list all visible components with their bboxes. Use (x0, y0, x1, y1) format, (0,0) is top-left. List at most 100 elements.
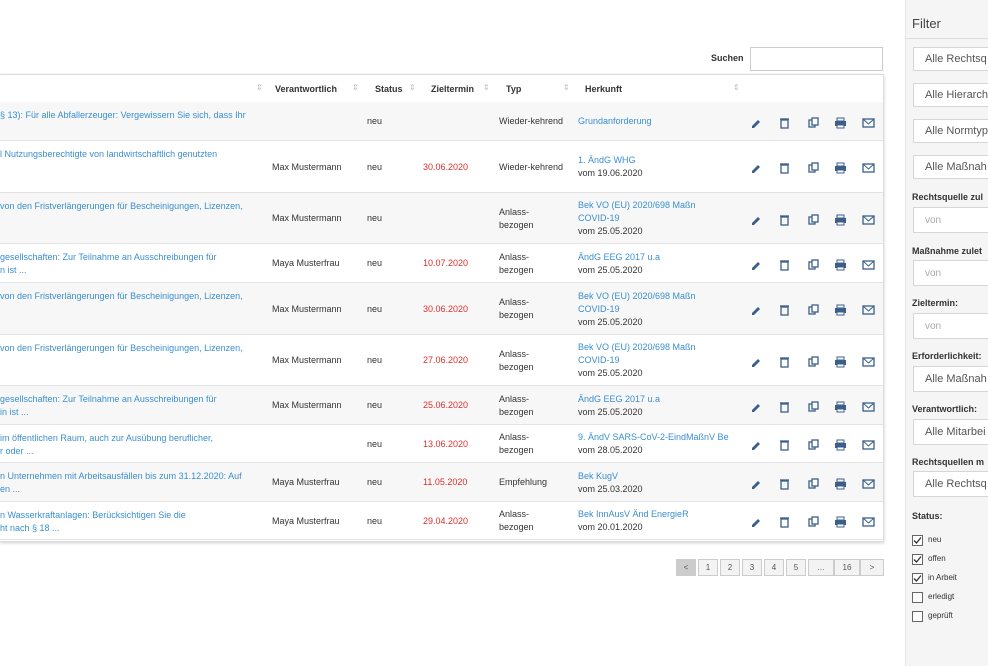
mail-icon[interactable] (862, 258, 875, 271)
print-icon[interactable] (834, 303, 847, 316)
mail-icon[interactable] (862, 400, 875, 413)
edit-icon[interactable] (750, 213, 763, 226)
delete-icon[interactable] (778, 515, 791, 528)
source[interactable]: COVID-19 (578, 213, 620, 223)
copy-icon[interactable] (807, 477, 820, 490)
checkbox[interactable] (912, 573, 923, 584)
filter-select[interactable]: Alle Rechtsq (913, 471, 988, 497)
task-title[interactable]: n ist ... (0, 265, 27, 275)
filter-select[interactable]: Alle Mitarbei (913, 419, 988, 445)
mail-icon[interactable] (862, 355, 875, 368)
edit-icon[interactable] (750, 355, 763, 368)
copy-icon[interactable] (807, 213, 820, 226)
copy-icon[interactable] (807, 400, 820, 413)
copy-icon[interactable] (807, 116, 820, 129)
print-icon[interactable] (834, 258, 847, 271)
edit-icon[interactable] (750, 303, 763, 316)
print-icon[interactable] (834, 515, 847, 528)
mail-icon[interactable] (862, 438, 875, 451)
delete-icon[interactable] (778, 477, 791, 490)
edit-icon[interactable] (750, 515, 763, 528)
print-icon[interactable] (834, 116, 847, 129)
copy-icon[interactable] (807, 438, 820, 451)
task-title[interactable]: gesellschaften: Zur Teilnahme an Ausschr… (0, 252, 217, 262)
print-icon[interactable] (834, 400, 847, 413)
filter-select[interactable]: Alle Maßnah (913, 155, 988, 179)
page-button[interactable]: ... (808, 559, 834, 576)
source[interactable]: 9. ÄndV SARS-CoV-2-EindMaßnV Be (578, 432, 729, 442)
mail-icon[interactable] (862, 213, 875, 226)
page-button[interactable]: 5 (786, 559, 806, 576)
edit-icon[interactable] (750, 477, 763, 490)
delete-icon[interactable] (778, 303, 791, 316)
source[interactable]: ÄndG EEG 2017 u.a (578, 393, 661, 404)
mail-icon[interactable] (862, 161, 875, 174)
task-title[interactable]: gesellschaften: Zur Teilnahme an Ausschr… (0, 394, 217, 404)
copy-icon[interactable] (807, 303, 820, 316)
page-button[interactable]: < (676, 559, 696, 576)
filter-select[interactable]: Alle Maßnah (913, 366, 988, 392)
mail-icon[interactable] (862, 303, 875, 316)
source[interactable]: Grundanforderung (578, 116, 652, 126)
filter-input[interactable]: von (913, 313, 988, 339)
checkbox[interactable] (912, 592, 923, 603)
page-button[interactable]: 1 (698, 559, 718, 576)
source[interactable]: Bek KugV (578, 470, 619, 481)
edit-icon[interactable] (750, 116, 763, 129)
page-button[interactable]: 4 (764, 559, 784, 576)
copy-icon[interactable] (807, 258, 820, 271)
edit-icon[interactable] (750, 400, 763, 413)
task-title[interactable]: von den Fristverlängerungen für Beschein… (0, 201, 243, 211)
edit-icon[interactable] (750, 438, 763, 451)
task-title[interactable]: n Wasserkraftanlagen: Berücksichtigen Si… (0, 510, 186, 520)
delete-icon[interactable] (778, 213, 791, 226)
source[interactable]: Bek VO (EU) 2020/698 Maßn (578, 290, 696, 301)
mail-icon[interactable] (862, 116, 875, 129)
delete-icon[interactable] (778, 355, 791, 368)
mail-icon[interactable] (862, 477, 875, 490)
filter-select[interactable]: Alle Hierarch (913, 83, 988, 107)
print-icon[interactable] (834, 213, 847, 226)
task-title[interactable]: in ist ... (0, 407, 29, 417)
source[interactable]: COVID-19 (578, 303, 620, 314)
delete-icon[interactable] (778, 258, 791, 271)
copy-icon[interactable] (807, 355, 820, 368)
delete-icon[interactable] (778, 116, 791, 129)
source[interactable]: COVID-19 (578, 355, 620, 365)
print-icon[interactable] (834, 161, 847, 174)
source[interactable]: Bek VO (EU) 2020/698 Maßn (578, 342, 696, 352)
page-button[interactable]: 2 (720, 559, 740, 576)
checkbox[interactable] (912, 535, 923, 546)
copy-icon[interactable] (807, 515, 820, 528)
source[interactable]: 1. ÄndG WHG (578, 155, 636, 165)
checkbox[interactable] (912, 611, 923, 622)
search-input[interactable] (750, 47, 883, 71)
edit-icon[interactable] (750, 161, 763, 174)
delete-icon[interactable] (778, 161, 791, 174)
filter-select[interactable]: Alle Rechtsq (913, 47, 988, 71)
checkbox[interactable] (912, 554, 923, 565)
delete-icon[interactable] (778, 438, 791, 451)
print-icon[interactable] (834, 477, 847, 490)
task-title[interactable]: ht nach § 18 ... (0, 523, 60, 533)
task-title[interactable]: n Unternehmen mit Arbeitsausfällen bis z… (0, 471, 242, 481)
task-title[interactable]: r oder ... (0, 446, 34, 456)
page-button[interactable]: 16 (834, 559, 860, 576)
edit-icon[interactable] (750, 258, 763, 271)
source[interactable]: Bek InnAusV Änd EnergieR (578, 509, 689, 519)
task-title[interactable]: en ... (0, 484, 21, 494)
task-title[interactable]: von den Fristverlängerungen für Beschein… (0, 291, 243, 301)
print-icon[interactable] (834, 438, 847, 451)
page-button[interactable]: > (860, 559, 884, 576)
filter-select[interactable]: Alle Normtyp (913, 119, 988, 143)
task-title[interactable]: l Nutzungsberechtigte von landwirtschaft… (0, 149, 218, 159)
task-title[interactable]: § 13): Für alle Abfallerzeuger: Vergewis… (0, 110, 246, 120)
filter-input[interactable]: von (913, 260, 988, 286)
page-button[interactable]: 3 (742, 559, 762, 576)
print-icon[interactable] (834, 355, 847, 368)
task-title[interactable]: im öffentlichen Raum, auch zur Ausübung … (0, 433, 213, 443)
source[interactable]: Bek VO (EU) 2020/698 Maßn (578, 200, 696, 210)
source[interactable]: ÄndG EEG 2017 u.a (578, 251, 661, 262)
delete-icon[interactable] (778, 400, 791, 413)
copy-icon[interactable] (807, 161, 820, 174)
